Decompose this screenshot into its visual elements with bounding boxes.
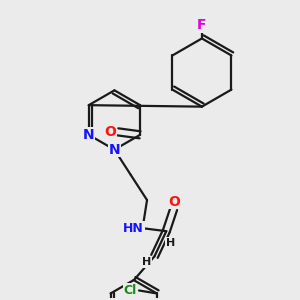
Text: O: O xyxy=(168,194,180,208)
Text: H: H xyxy=(142,257,152,267)
Text: HN: HN xyxy=(123,222,144,235)
Text: Cl: Cl xyxy=(124,284,137,297)
Text: H: H xyxy=(166,238,176,248)
Text: F: F xyxy=(197,18,207,32)
Text: N: N xyxy=(109,142,120,157)
Text: O: O xyxy=(104,125,116,139)
Text: N: N xyxy=(83,128,94,142)
